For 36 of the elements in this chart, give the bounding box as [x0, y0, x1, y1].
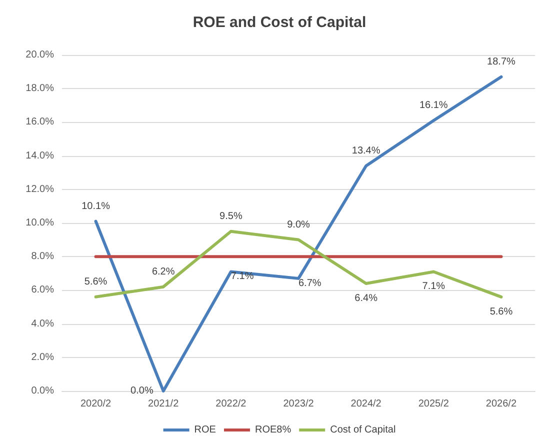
data-label: 6.2%	[152, 266, 175, 278]
data-label: 6.4%	[354, 292, 378, 304]
x-tick-label: 2025/2	[418, 398, 450, 410]
y-tick-label: 18.0%	[26, 83, 54, 94]
legend-label: ROE8%	[254, 424, 292, 436]
x-tick-label: 2024/2	[350, 398, 382, 410]
y-tick-label: 8.0%	[31, 251, 54, 262]
y-tick-label: 20.0%	[26, 50, 54, 60]
x-tick-label: 2022/2	[216, 398, 247, 410]
x-tick-label: 2026/2	[486, 398, 517, 410]
data-label: 16.1%	[419, 100, 448, 112]
y-tick-label: 6.0%	[31, 284, 54, 296]
data-label: 0.0%	[130, 386, 154, 396]
data-label: 10.1%	[82, 200, 110, 212]
y-tick-label: 0.0%	[31, 386, 54, 396]
data-label: 7.1%	[422, 281, 446, 292]
y-tick-label: 14.0%	[26, 150, 54, 162]
chart-title: ROE and Cost of Capital	[192, 14, 366, 31]
data-label: 5.6%	[84, 276, 108, 288]
legend-label: ROE	[194, 424, 216, 436]
x-tick-label: 2020/2	[80, 398, 112, 410]
y-tick-label: 2.0%	[31, 352, 54, 363]
y-tick-label: 10.0%	[26, 218, 54, 228]
y-tick-label: 4.0%	[31, 318, 54, 330]
data-label: 5.6%	[490, 306, 513, 318]
y-tick-label: 12.0%	[26, 184, 54, 195]
data-label: 6.7%	[298, 278, 322, 289]
data-label: 9.0%	[287, 219, 310, 230]
data-label: 18.7%	[487, 56, 516, 68]
legend-label: Cost of Capital	[330, 424, 396, 436]
data-label: 7.1%	[230, 271, 254, 282]
x-tick-label: 2021/2	[148, 398, 180, 410]
x-tick-label: 2023/2	[283, 398, 314, 410]
data-label: 9.5%	[220, 210, 242, 222]
y-tick-label: 16.0%	[26, 116, 54, 128]
data-label: 13.4%	[352, 145, 380, 156]
